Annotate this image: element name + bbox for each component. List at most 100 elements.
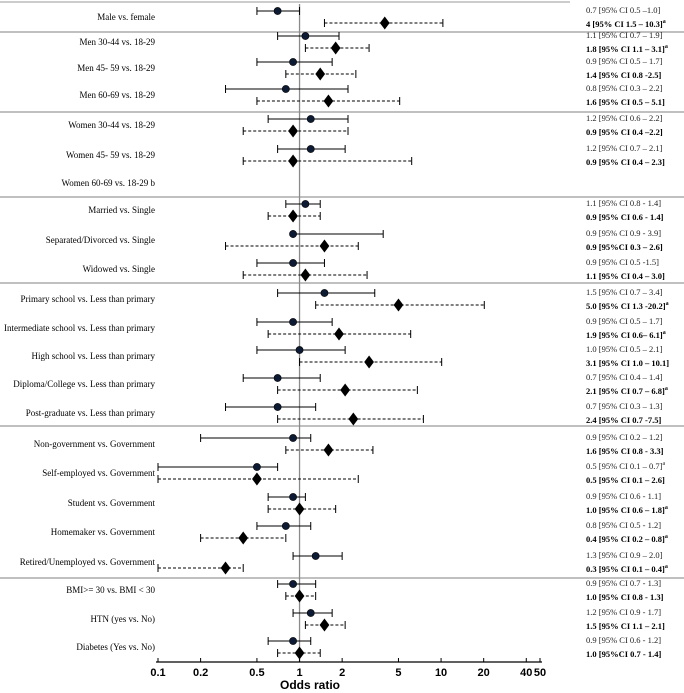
- point-marker-diamond: [238, 531, 249, 545]
- ci-text-model1: 0.9 [95% CI 0.6 - 1.1]: [586, 491, 661, 501]
- forest-row: Homemaker vs. Government 0.8 [95% CI 0.5 …: [51, 520, 668, 545]
- forest-row: BMI>= 30 vs. BMI < 30 0.9 [95% CI 0.7 - 1…: [66, 578, 664, 603]
- ci-text-model1: 0.9 [95% CI 0.5 -1.5]: [586, 257, 659, 267]
- forest-row: Non-government vs. Government 0.9 [95% CI…: [34, 432, 664, 457]
- ci-text-model2: 0.3 [95% CI 0.1 – 0.4]a: [586, 564, 668, 574]
- ci-text-model2: 5.0 [95% CI 1.3 -20.2]a: [586, 301, 669, 311]
- point-marker-circle: [289, 230, 297, 238]
- point-marker-circle: [289, 637, 297, 645]
- point-marker-diamond: [334, 327, 344, 341]
- ci-text-model1: 1.5 [95% CI 0.7 – 3.4]: [586, 287, 663, 297]
- row-label: HTN (yes vs. No): [91, 614, 156, 624]
- ci-text-model1: 1.2 [95% CI 0.6 – 2.2]: [586, 113, 663, 123]
- ci-text-model2: 1.0 [95%CI 0.7 - 1.4]: [586, 649, 661, 659]
- ci-text-model2: 1.1 [95% CI 0.4 – 3.0]: [586, 271, 665, 281]
- x-tick-label: 40: [520, 667, 532, 679]
- point-marker-circle: [301, 32, 310, 40]
- ci-text-model2: 1.0 [95% CI 0.8 - 1.3]: [586, 592, 664, 602]
- ci-text-model1: 1.2 [95% CI 0.7 – 2.1]: [586, 143, 663, 153]
- forest-row: Diploma/College vs. Less than primary 0.7…: [13, 372, 668, 397]
- forest-row: Married vs. Single 1.1 [95% CI 0.8 - 1.4]…: [88, 198, 664, 223]
- point-marker-circle: [289, 493, 297, 501]
- ci-text-model2: 1.6 [95% CI 0.5 – 5.1]: [586, 97, 665, 107]
- forest-row: Women 30-44 vs. 18-29 1.2 [95% CI 0.6 – 2…: [68, 113, 663, 138]
- significance-marker: a: [665, 44, 668, 50]
- ci-text-model1: 1.1 [95% CI 0.7 – 1.9]: [586, 30, 663, 40]
- ci-text-model2: 2.1 [95% CI 0.7 – 6.8]a: [586, 386, 668, 396]
- ci-text-model1: 0.9 [95% CI 0.2 – 1.2]: [586, 432, 663, 442]
- point-marker-circle: [281, 522, 290, 530]
- point-marker-diamond: [220, 561, 231, 575]
- ci-text-model1: 0.7 [95% CI 0.3 – 1.3]: [586, 401, 663, 411]
- significance-marker: a: [665, 534, 668, 540]
- forest-row: Men 30-44 vs. 18-29 1.1 [95% CI 0.7 – 1.9…: [80, 30, 668, 55]
- row-label: Retired/Unemployed vs. Government: [20, 557, 156, 567]
- forest-row: Retired/Unemployed vs. Government 1.3 [95…: [20, 550, 668, 575]
- point-marker-diamond: [294, 502, 305, 516]
- point-marker-diamond: [348, 412, 359, 426]
- forest-row: Men 60-69 vs. 18-29 0.8 [95% CI 0.3 – 2.2…: [80, 83, 665, 108]
- ci-text-model1: 0.9 [95% CI 0.9 - 3.9]: [586, 228, 661, 238]
- point-marker-circle: [289, 259, 297, 267]
- point-marker-diamond: [379, 16, 390, 30]
- point-marker-diamond: [323, 94, 334, 108]
- significance-marker: a: [663, 19, 666, 25]
- significance-marker: a: [665, 386, 668, 392]
- significance-marker: a: [663, 330, 666, 336]
- point-marker-circle: [311, 552, 320, 560]
- row-label: Diploma/College vs. Less than primary: [13, 379, 155, 389]
- x-tick-label: 1: [296, 667, 302, 679]
- point-marker-circle: [295, 346, 304, 354]
- x-axis-title: Odds ratio: [280, 678, 340, 692]
- significance-marker: a: [665, 505, 668, 511]
- x-tick-label: 0.1: [150, 667, 165, 679]
- row-label: Non-government vs. Government: [34, 439, 156, 449]
- ci-text-model2: 3.1 [95% CI 1.0 – 10.1]: [586, 358, 669, 368]
- point-marker-diamond: [294, 589, 305, 603]
- row-label: Women 45- 59 vs. 18-29: [66, 150, 156, 160]
- row-label: Women 60-69 vs. 18-29 b: [61, 178, 155, 188]
- point-marker-circle: [306, 145, 315, 153]
- ci-text-model2: 0.9 [95% CI 0.6 - 1.4]: [586, 212, 664, 222]
- row-label: Primary school vs. Less than primary: [21, 294, 156, 304]
- point-marker-circle: [289, 58, 297, 66]
- x-tick-label: 0.2: [193, 667, 208, 679]
- row-label: Student vs. Government: [68, 498, 156, 508]
- forest-row: High school vs. Less than primary 1.0 [95…: [32, 344, 669, 369]
- point-marker-circle: [253, 463, 261, 471]
- forest-row: Widowed vs. Single 0.9 [95% CI 0.5 -1.5] 1…: [83, 257, 665, 282]
- point-marker-circle: [281, 85, 290, 93]
- point-marker-diamond: [319, 618, 330, 632]
- point-marker-diamond: [364, 355, 374, 369]
- row-label: Men 30-44 vs. 18-29: [80, 37, 156, 47]
- point-marker-diamond: [288, 209, 298, 223]
- point-marker-circle: [320, 289, 329, 297]
- ci-text-model2: 1.8 [95% CI 1.1 – 3.1]a: [586, 44, 668, 54]
- row-label: BMI>= 30 vs. BMI < 30: [66, 585, 155, 595]
- ci-text-model1: 0.9 [95% CI 0.7 - 1.3]: [586, 578, 661, 588]
- forest-row: Women 60-69 vs. 18-29 b: [61, 178, 155, 188]
- x-tick-label: 2: [339, 667, 345, 679]
- ci-text-model2: 1.4 [95% CI 0.8 -2.5]: [586, 70, 661, 80]
- point-marker-circle: [306, 115, 315, 123]
- ci-text-model1: 1.3 [95% CI 0.9 – 2.0]: [586, 550, 663, 560]
- point-marker-diamond: [294, 646, 305, 660]
- ci-text-model2: 2.4 [95% CI 0.7 -7.5]: [586, 415, 661, 425]
- x-tick-label: 20: [478, 667, 490, 679]
- ci-text-model2: 1.5 [95% CI 1.1 – 2.1]: [586, 621, 665, 631]
- x-tick-label: 10: [435, 667, 447, 679]
- forest-row: Self-employed vs. Government 0.5 [95% CI …: [42, 461, 666, 486]
- ci-text-model2: 0.4 [95% CI 0.2 – 0.8]a: [586, 534, 668, 544]
- point-marker-diamond: [288, 154, 298, 168]
- significance-marker: a: [666, 301, 669, 307]
- point-marker-diamond: [330, 41, 341, 55]
- point-marker-circle: [301, 200, 310, 208]
- ci-text-model1: 0.9 [95% CI 0.5 – 1.7]: [586, 316, 663, 326]
- row-label: Men 45- 59 vs. 18-29: [77, 63, 155, 73]
- ci-text-model2: 0.9 [95% CI 0.4 –2.2]: [586, 127, 663, 137]
- row-label: Homemaker vs. Government: [51, 527, 156, 537]
- forest-row: Post-graduate vs. Less than primary 0.7 […: [26, 401, 663, 426]
- point-marker-diamond: [252, 472, 262, 486]
